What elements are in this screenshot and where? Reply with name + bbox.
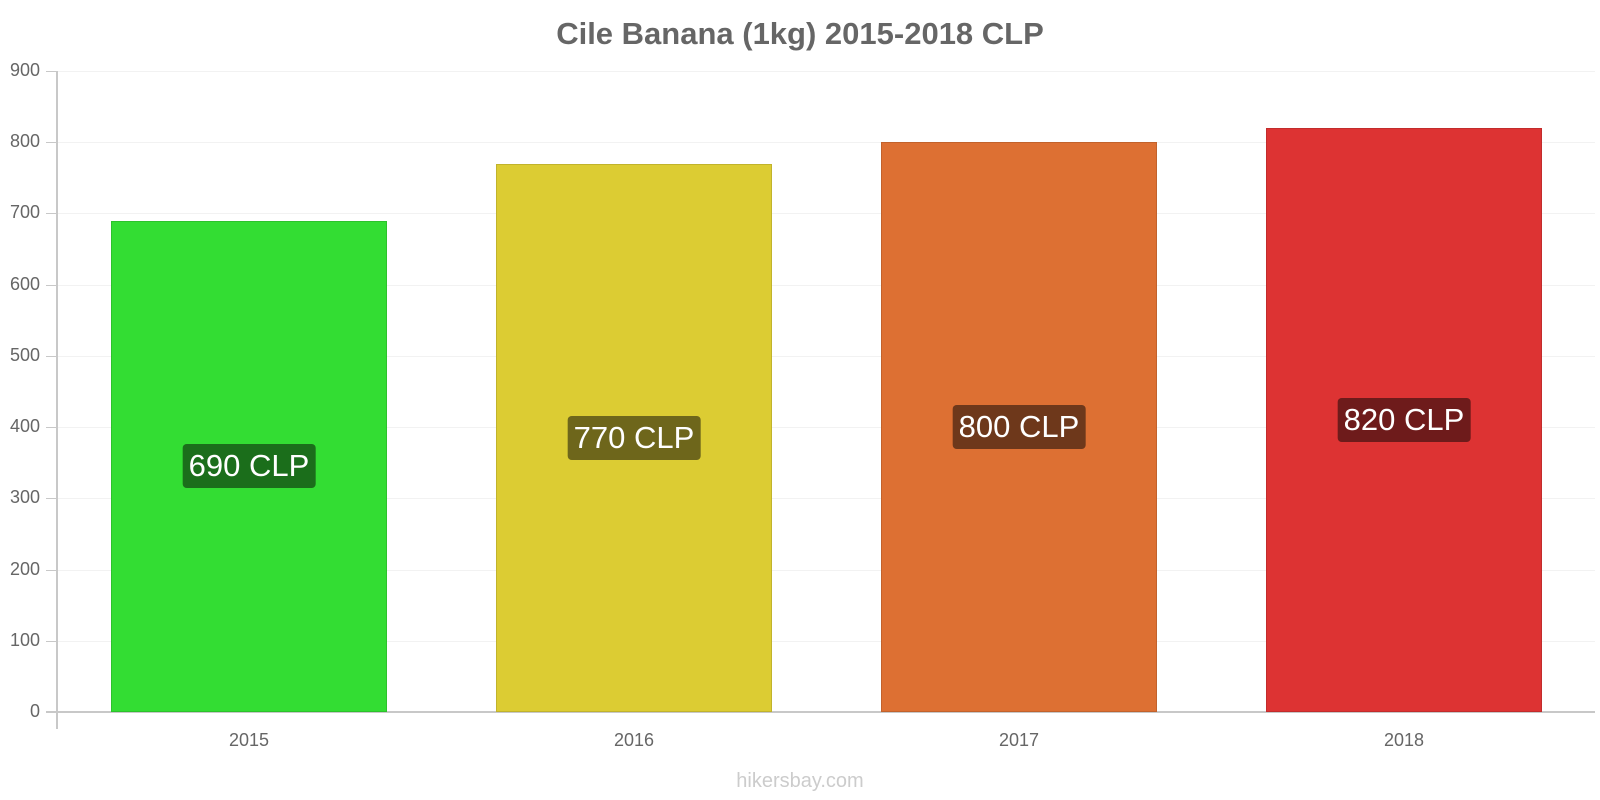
y-tick-mark: [46, 498, 56, 500]
gridline: [57, 427, 1595, 429]
bar-value-label: 800 CLP: [952, 405, 1086, 450]
y-tick-label: 100: [9, 629, 40, 650]
watermark: hikersbay.com: [736, 770, 864, 792]
y-tick-mark: [46, 355, 56, 357]
gridline: [57, 498, 1595, 500]
x-tick-label: 2016: [613, 730, 655, 750]
y-tick-label: 400: [9, 416, 40, 437]
x-tick-label: 2015: [228, 730, 270, 750]
gridline: [57, 284, 1595, 286]
bar-value-label: 690 CLP: [182, 444, 316, 489]
y-tick-mark: [46, 569, 56, 571]
gridline: [57, 213, 1595, 215]
x-axis-line: [46, 711, 1595, 713]
y-tick-label: 600: [9, 273, 40, 294]
y-tick-mark: [46, 284, 56, 286]
chart-title: Cile Banana (1kg) 2015-2018 CLP: [556, 16, 1044, 51]
y-axis-line: [56, 71, 58, 729]
gridline: [57, 142, 1595, 144]
gridline: [57, 71, 1595, 72]
x-tick-label: 2018: [1383, 730, 1425, 750]
y-tick-mark: [46, 640, 56, 642]
y-tick-mark: [46, 142, 56, 144]
y-tick-label: 200: [9, 558, 40, 579]
y-tick-label: 500: [9, 344, 40, 365]
y-tick-label: 700: [9, 202, 40, 223]
y-tick-mark: [46, 71, 56, 72]
y-tick-label: 800: [9, 131, 40, 152]
bar-value-label: 770 CLP: [567, 415, 701, 460]
y-tick-label: 300: [9, 487, 40, 508]
gridline: [57, 355, 1595, 357]
gridline: [57, 640, 1595, 642]
y-tick-mark: [46, 427, 56, 429]
bar-value-label: 820 CLP: [1337, 397, 1471, 442]
x-tick-label: 2017: [998, 730, 1040, 750]
gridline: [57, 569, 1595, 571]
y-tick-label: 900: [9, 60, 40, 80]
y-tick-label: 0: [29, 701, 40, 721]
y-tick-mark: [46, 213, 56, 215]
